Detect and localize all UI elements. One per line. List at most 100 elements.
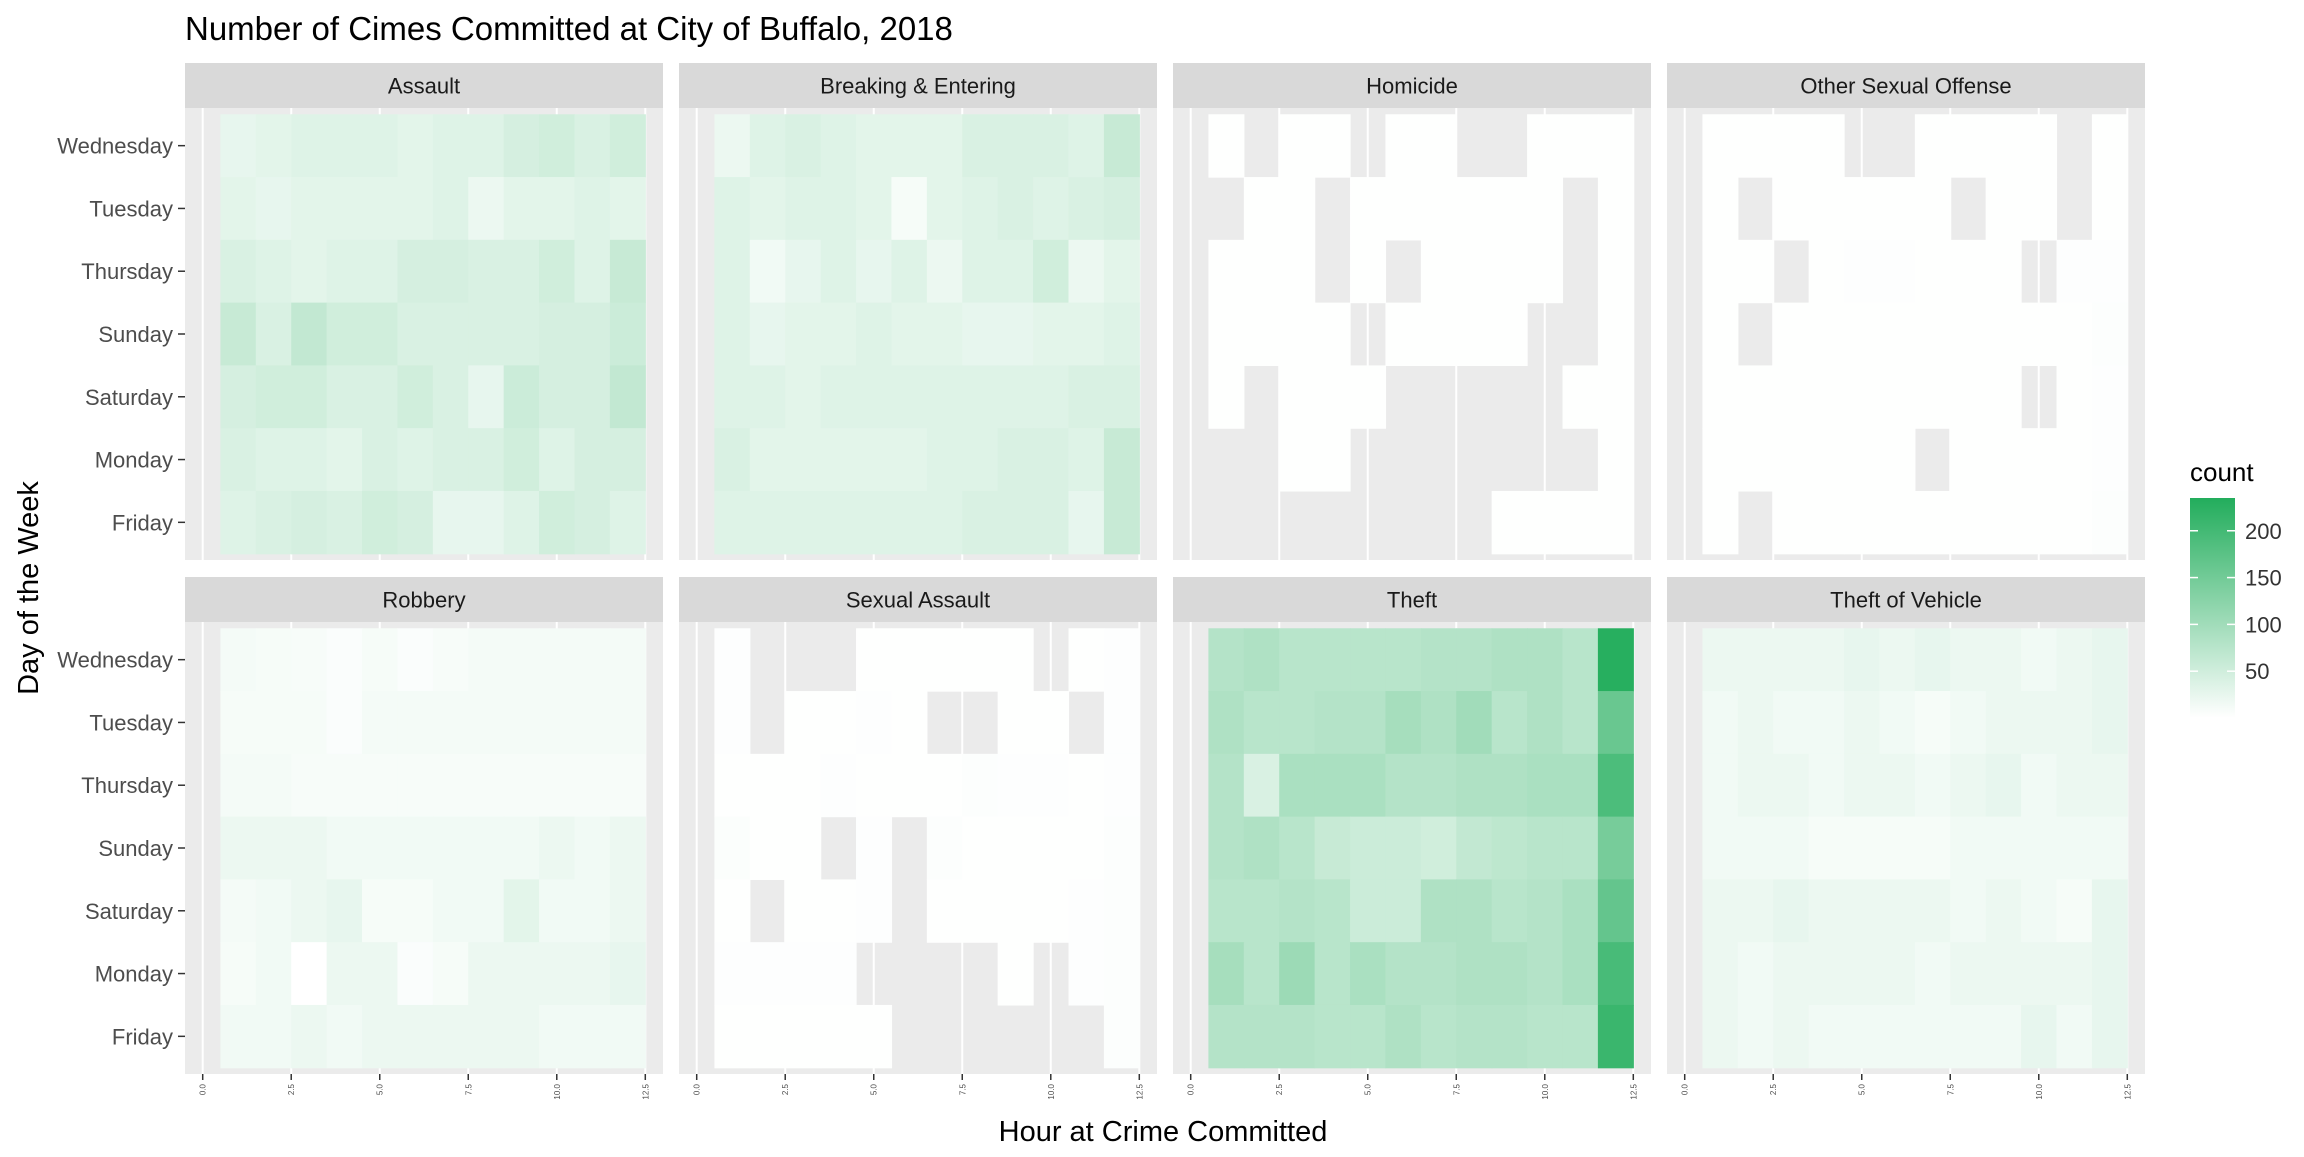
y-tick-label: Thursday [81, 773, 173, 798]
heat-cell [255, 428, 292, 492]
heat-cell [2056, 365, 2093, 429]
heat-cell [539, 239, 576, 304]
heat-cell [574, 879, 611, 943]
heat-cell [1844, 177, 1881, 241]
heat-cell [291, 816, 328, 880]
heat-cell [326, 114, 363, 178]
heat-cell [2021, 302, 2058, 366]
heat-cell [503, 365, 540, 429]
heat-cell [397, 691, 434, 755]
heat-cell [1950, 302, 1987, 366]
heat-cell [362, 1004, 399, 1069]
heat-cell [2056, 302, 2093, 366]
heat-cell [962, 114, 999, 178]
heat-cell [1562, 879, 1599, 943]
heat-cell [1243, 942, 1280, 1006]
heat-cell [926, 628, 963, 692]
heat-cell [820, 691, 857, 755]
heat-cell [397, 114, 434, 178]
heat-cell [856, 490, 893, 555]
heat-cell [609, 177, 646, 241]
heat-cell [539, 879, 576, 943]
heat-cell [856, 1004, 893, 1069]
heat-cell [362, 879, 399, 943]
legend: count 50 100 150 200 [2190, 457, 2282, 718]
heat-cell [326, 691, 363, 755]
heat-cell [714, 490, 751, 555]
heat-cell [574, 942, 611, 1006]
heat-cell [1702, 428, 1739, 492]
heat-cell [1702, 365, 1739, 429]
heat-cell [891, 365, 928, 429]
heat-cell [1527, 114, 1564, 178]
heat-cell [503, 302, 540, 366]
heat-cell [1385, 1004, 1422, 1069]
facet-strip-label: Robbery [382, 588, 465, 613]
heat-cell [503, 1004, 540, 1069]
heat-cell [1844, 365, 1881, 429]
heat-cell [1279, 691, 1316, 755]
heat-cell [468, 691, 505, 755]
heat-cell [432, 428, 469, 492]
heat-cell [432, 490, 469, 555]
heat-cell [362, 490, 399, 555]
heat-cell [1562, 816, 1599, 880]
heat-cell [432, 177, 469, 241]
heat-cell [1808, 365, 1845, 429]
heat-cell [1950, 753, 1987, 818]
heat-cell [820, 239, 857, 304]
heat-cell [2056, 628, 2093, 692]
heat-cell [1597, 628, 1634, 692]
heat-cell [255, 365, 292, 429]
heat-cell [2056, 816, 2093, 880]
heat-cell [291, 239, 328, 304]
heat-cell [1350, 239, 1387, 304]
heat-cell [749, 1004, 786, 1069]
heat-cell [291, 302, 328, 366]
heat-cell [962, 177, 999, 241]
x-tick-label: 12.5 [1629, 1083, 1638, 1099]
heat-cell [1491, 628, 1528, 692]
heat-cell [820, 428, 857, 492]
x-tick-label: 2.5 [287, 1083, 296, 1095]
heat-cell [1068, 177, 1105, 241]
heat-cell [1737, 428, 1774, 492]
heat-cell [1385, 942, 1422, 1006]
heat-cell [714, 691, 751, 755]
heat-cell [2056, 879, 2093, 943]
heat-cell [785, 942, 822, 1006]
heat-cell [1985, 879, 2022, 943]
heat-cell [785, 691, 822, 755]
heat-cell [1208, 302, 1245, 366]
x-tick-label: 5.0 [1858, 1083, 1867, 1095]
heat-cell [326, 365, 363, 429]
heat-cell [1808, 239, 1845, 304]
heat-cell [962, 816, 999, 880]
x-tick-label: 10.0 [2035, 1083, 2044, 1099]
facet-strip [185, 577, 663, 622]
heat-cell [856, 691, 893, 755]
heat-cell [255, 302, 292, 366]
heat-cell [1808, 691, 1845, 755]
heat-cell [432, 302, 469, 366]
heat-cell [1103, 490, 1140, 555]
heat-cell [749, 177, 786, 241]
heat-cell [1773, 490, 1810, 555]
heat-cell [1033, 816, 1070, 880]
x-tick-label: 0.0 [693, 1083, 702, 1095]
heat-cell [856, 879, 893, 943]
heat-cell [609, 753, 646, 818]
heat-cell [1737, 942, 1774, 1006]
heat-cell [962, 302, 999, 366]
y-tick-label: Friday [112, 1024, 173, 1049]
heat-cell [291, 428, 328, 492]
heat-cell [820, 177, 857, 241]
heat-cell [1068, 628, 1105, 692]
heat-cell [1773, 365, 1810, 429]
heat-cell [1914, 177, 1951, 241]
heat-cell [397, 942, 434, 1006]
heat-cell [609, 691, 646, 755]
heat-cell [997, 428, 1034, 492]
heat-cell [432, 942, 469, 1006]
